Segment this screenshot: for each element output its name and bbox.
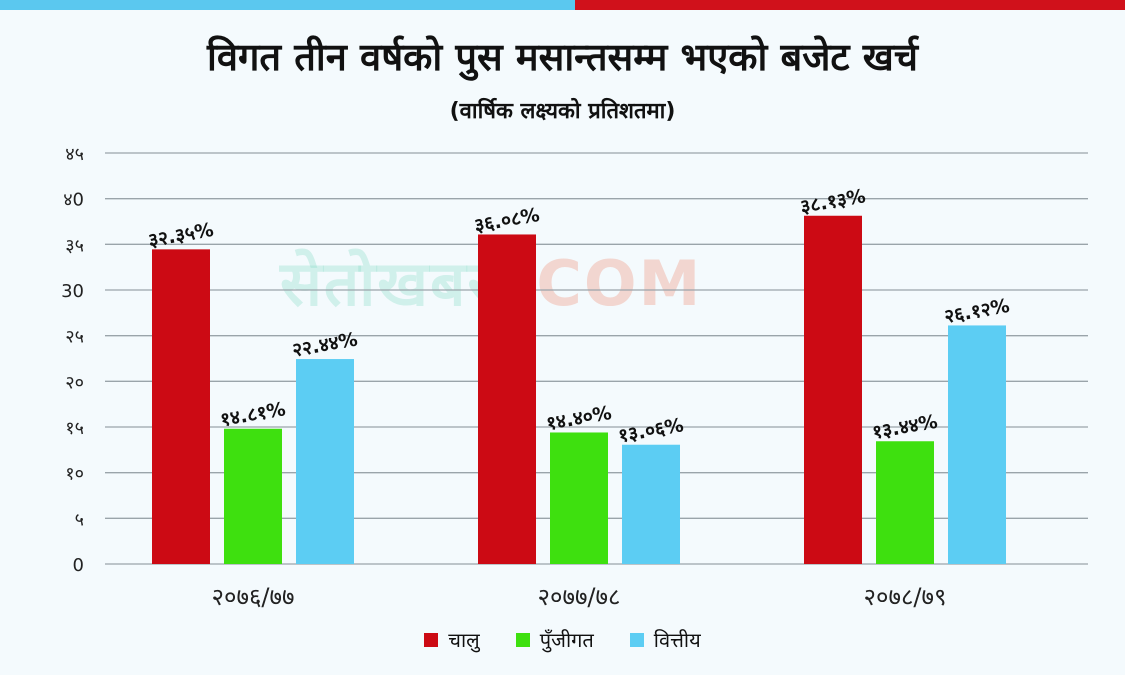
data-label: ३२.३५%	[147, 219, 216, 252]
data-label: ३८.१३%	[799, 185, 868, 218]
y-tick-label: १५	[65, 418, 84, 439]
legend-label: वित्तीय	[653, 628, 701, 652]
y-tick-label: २०	[65, 372, 84, 393]
data-label: १३.०६%	[617, 414, 686, 447]
y-tick-label: २५	[65, 327, 84, 348]
y-tick-label: ४५	[65, 144, 84, 165]
legend-swatch	[424, 632, 439, 647]
bar-1-3	[804, 215, 862, 564]
x-category-label: २०७६/७७	[212, 583, 295, 611]
legend-item: चालु	[424, 626, 480, 653]
chart-legend: चालु पुँजीगत वित्तीय	[0, 626, 1125, 653]
data-label: २६.१२%	[943, 295, 1012, 328]
data-label: २२.४४%	[291, 329, 360, 362]
x-category-label: २०७७/७८	[538, 583, 621, 611]
data-label: १४.४०%	[545, 402, 614, 435]
legend-swatch	[629, 632, 644, 647]
data-label: ३६.०८%	[473, 204, 542, 237]
legend-item: वित्तीय	[629, 626, 701, 653]
y-tick-label: ३५	[65, 235, 84, 256]
bar-2-3	[876, 441, 934, 564]
y-tick-label: 0	[73, 555, 84, 576]
bar-1-1	[152, 249, 210, 564]
x-category-label: २०७८/७९	[864, 583, 947, 611]
y-tick-label: ४0	[63, 190, 84, 211]
y-tick-label: १०	[65, 464, 84, 485]
chart-subtitle: (वार्षिक लक्ष्यको प्रतिशतमा)	[449, 99, 676, 124]
bar-2-2	[550, 432, 608, 564]
top-accent-bar-blue	[0, 0, 575, 10]
bar-3-3	[948, 325, 1006, 564]
legend-label: पुँजीगत	[539, 628, 594, 652]
y-tick-label: ५	[75, 509, 84, 530]
legend-item: पुँजीगत	[515, 626, 594, 653]
legend-label: चालु	[448, 628, 480, 652]
bar-3-1	[296, 359, 354, 564]
data-label: १४.८१%	[219, 398, 288, 431]
y-tick-label: 30	[61, 281, 84, 302]
top-accent-bar-red	[575, 0, 1125, 10]
chart-title: विगत तीन वर्षको पुस मसान्तसम्म भएको बजेट…	[206, 35, 919, 79]
bar-3-2	[622, 444, 680, 564]
legend-swatch	[515, 632, 530, 647]
data-label: १३.४४%	[871, 411, 940, 444]
bar-1-2	[478, 234, 536, 564]
bar-2-1	[224, 428, 282, 564]
